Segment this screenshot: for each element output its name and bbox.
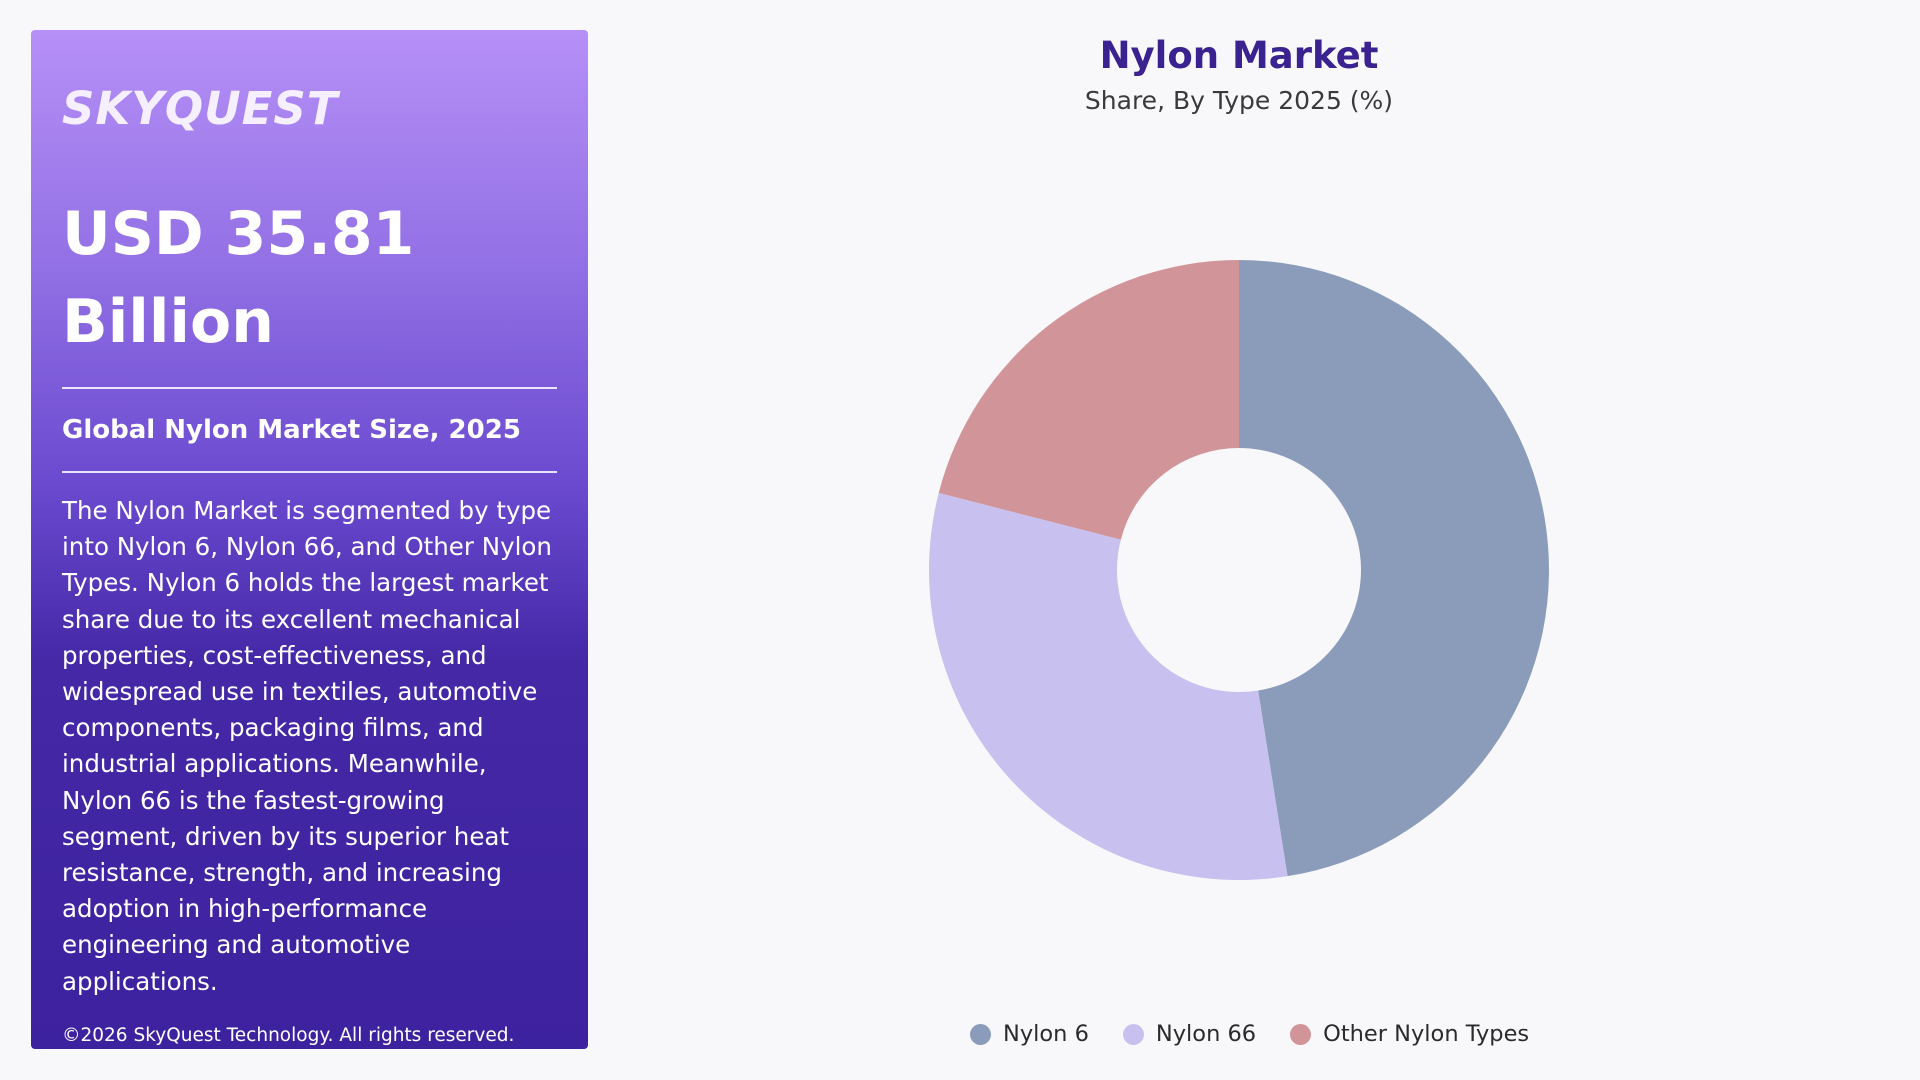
market-size-headline: USD 35.81 Billion <box>62 190 542 366</box>
divider-bottom <box>62 471 557 473</box>
legend-label: Nylon 66 <box>1155 1021 1257 1047</box>
legend-label: Other Nylon Types <box>1323 1021 1530 1047</box>
slice-other-nylon-types <box>938 260 1239 540</box>
donut-chart <box>929 260 1549 880</box>
legend-item-nylon-6: Nylon 6 <box>970 1021 1089 1047</box>
chart-title: Nylon Market <box>1099 34 1379 77</box>
legend-swatch <box>1290 1023 1312 1045</box>
legend-item-other-nylon-types: Other Nylon Types <box>1290 1021 1529 1047</box>
skyquest-logo: SKYQUEST <box>62 82 339 135</box>
divider-top <box>62 387 557 389</box>
headline-unit: Billion <box>62 287 274 357</box>
chart-legend: Nylon 6 Nylon 66 Other Nylon Types <box>970 1021 1529 1047</box>
slice-nylon-66 <box>929 492 1288 880</box>
copyright-notice: ©2026 SkyQuest Technology. All rights re… <box>62 1025 515 1046</box>
legend-label: Nylon 6 <box>1003 1021 1089 1047</box>
market-size-subhead: Global Nylon Market Size, 2025 <box>62 415 521 445</box>
legend-item-nylon-66: Nylon 66 <box>1122 1021 1257 1047</box>
legend-swatch <box>1122 1023 1144 1045</box>
slice-nylon-6 <box>1239 260 1549 877</box>
headline-value: USD 35.81 <box>62 199 415 269</box>
legend-swatch <box>970 1023 991 1045</box>
chart-subtitle: Share, By Type 2025 (%) <box>1084 86 1394 115</box>
summary-panel: SKYQUEST USD 35.81 Billion Global Nylon … <box>31 30 588 1049</box>
market-description: The Nylon Market is segmented by type in… <box>62 496 552 996</box>
